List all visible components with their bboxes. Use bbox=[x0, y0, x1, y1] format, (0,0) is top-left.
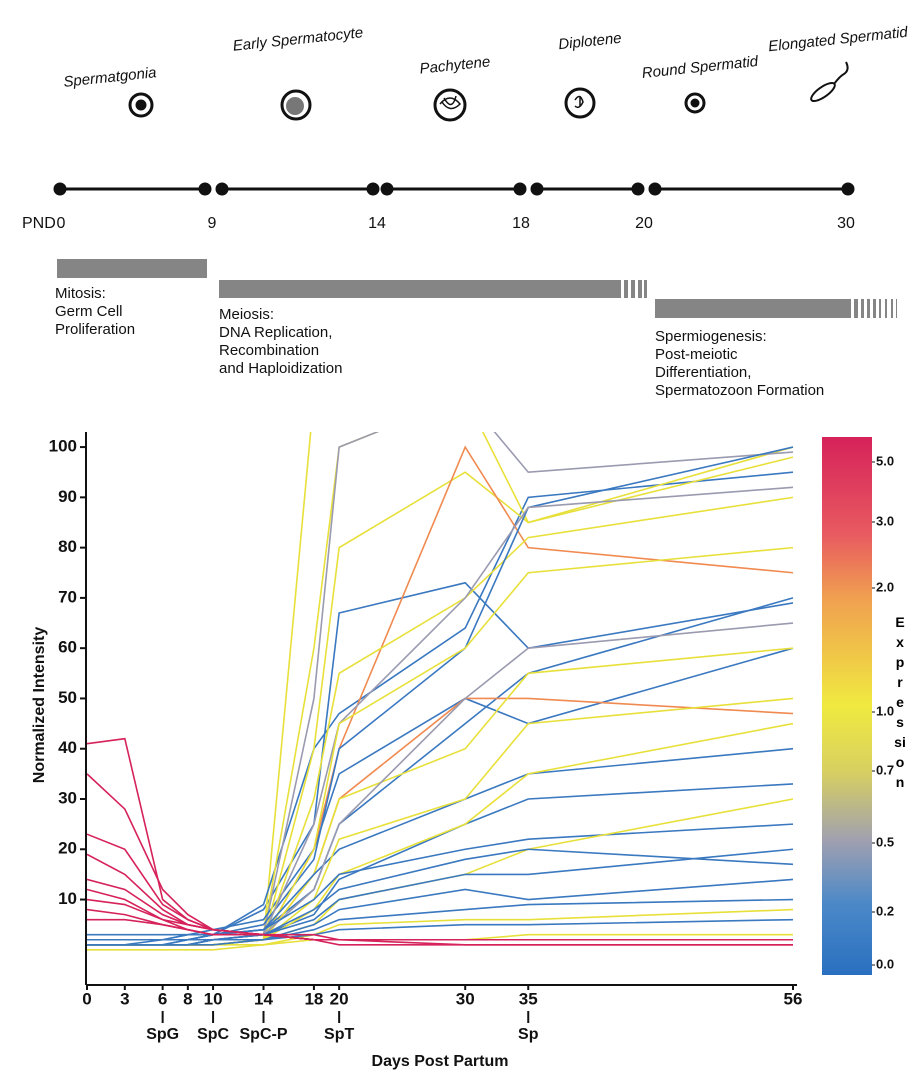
stage-label: Round Spermatid bbox=[641, 53, 760, 82]
series-line bbox=[87, 647, 794, 941]
x-tick-label: 56 bbox=[784, 989, 803, 1008]
phase-title: Meiosis: bbox=[219, 306, 274, 323]
series-line bbox=[87, 486, 794, 946]
colorbar-tick-label: 1.0 bbox=[876, 703, 894, 718]
series-line bbox=[87, 853, 793, 941]
series-line bbox=[87, 471, 794, 941]
series-line bbox=[87, 546, 794, 946]
y-tick-label: 100 bbox=[49, 437, 77, 456]
y-tick-label: 60 bbox=[58, 638, 77, 657]
x-tick-label: 8 bbox=[183, 989, 192, 1008]
phase-line: DNA Replication, bbox=[219, 324, 332, 341]
series-line bbox=[87, 647, 794, 946]
series-line bbox=[87, 697, 794, 946]
series-line bbox=[87, 933, 793, 951]
series-line bbox=[87, 888, 793, 941]
timeline-label: 9 bbox=[208, 215, 217, 232]
colorbar-tick-label: 5.0 bbox=[876, 453, 894, 468]
chart: 10 20 30 40 50 60 70 80 90 100 0 3 6 8 10 14 18 20 30 35 56 S… bbox=[31, 432, 803, 1070]
x-tick-label: 30 bbox=[456, 989, 475, 1008]
stage-label: Diplotene bbox=[558, 30, 623, 54]
x-tick-label: 35 bbox=[519, 989, 538, 1008]
series-line bbox=[87, 697, 794, 946]
colorbar-tick-label: 0.5 bbox=[876, 834, 894, 849]
phase-title: Spermiogenesis: bbox=[655, 328, 767, 345]
phase-line: Proliferation bbox=[55, 321, 135, 338]
series-line bbox=[87, 918, 794, 946]
phase-line: Differentiation, bbox=[655, 364, 751, 381]
y-tick-label: 80 bbox=[58, 537, 77, 556]
x-tick-label: 0 bbox=[82, 989, 91, 1008]
phase-line: Post-meiotic bbox=[655, 346, 738, 363]
y-axis-title: Normalized Intensity bbox=[31, 627, 48, 784]
colorbar-tick-label: 0.7 bbox=[876, 762, 894, 777]
colorbar-tick-label: 0.0 bbox=[876, 956, 894, 971]
series-line bbox=[87, 581, 794, 936]
x-tick-label: 18 bbox=[304, 989, 323, 1008]
x-axis-title: Days Post Partum bbox=[372, 1053, 509, 1070]
stage-annotation: SpT bbox=[324, 1026, 354, 1043]
timeline-prefix: PND bbox=[22, 215, 56, 232]
series-line bbox=[87, 798, 794, 946]
y-tick-label: 40 bbox=[58, 738, 77, 757]
timeline-label: 20 bbox=[635, 215, 653, 232]
series-line bbox=[87, 432, 794, 946]
series-line bbox=[87, 432, 794, 946]
cell-icons bbox=[128, 61, 849, 122]
stage-label: Early Spermatocyte bbox=[232, 24, 364, 55]
colorbar-tick-label: 3.0 bbox=[876, 513, 894, 528]
timeline-label: 14 bbox=[368, 215, 386, 232]
series-line bbox=[87, 823, 794, 946]
x-tick-label: 6 bbox=[158, 989, 167, 1008]
series-line bbox=[87, 456, 794, 946]
y-tick-label: 10 bbox=[58, 889, 77, 908]
series-line bbox=[87, 918, 793, 941]
series-line bbox=[87, 496, 794, 946]
series-line bbox=[87, 445, 794, 946]
stage-label: Elongated Spermatid bbox=[767, 24, 909, 56]
x-tick-label: 3 bbox=[120, 989, 129, 1008]
colorbar-tick-label: 2.0 bbox=[876, 579, 894, 594]
timeline bbox=[53, 182, 855, 196]
phase-line: Spermatozoon Formation bbox=[655, 382, 824, 399]
phase-line: Germ Cell bbox=[55, 303, 123, 320]
lines bbox=[87, 432, 794, 951]
x-tick-label: 14 bbox=[254, 989, 273, 1008]
stage-annotation: Sp bbox=[518, 1026, 539, 1043]
y-tick-label: 20 bbox=[58, 839, 77, 858]
phase-bars bbox=[57, 259, 897, 318]
timeline-label: 18 bbox=[512, 215, 530, 232]
y-tick-label: 30 bbox=[58, 788, 77, 807]
phase-title: Mitosis: bbox=[55, 285, 106, 302]
phase-line: and Haploidization bbox=[219, 360, 342, 377]
x-tick-label: 20 bbox=[330, 989, 349, 1008]
timeline-label: 30 bbox=[837, 215, 855, 232]
colorbar-title: Expression bbox=[894, 614, 906, 790]
colorbar bbox=[822, 437, 872, 975]
stage-label: Pachytene bbox=[419, 53, 491, 77]
series-line bbox=[87, 622, 794, 946]
series-line bbox=[87, 597, 794, 941]
stage-label: Spermatgonia bbox=[63, 64, 158, 91]
timeline-label: 0 bbox=[57, 215, 66, 232]
y-tick-label: 50 bbox=[58, 688, 77, 707]
y-tick-label: 90 bbox=[58, 487, 77, 506]
stage-annotation: SpC-P bbox=[240, 1026, 288, 1043]
x-tick-label: 10 bbox=[204, 989, 223, 1008]
phase-line: Recombination bbox=[219, 342, 319, 359]
colorbar-tick-label: 0.2 bbox=[876, 903, 894, 918]
y-tick-label: 70 bbox=[58, 587, 77, 606]
stage-annotation: SpC bbox=[197, 1026, 229, 1043]
stage-annotation: SpG bbox=[146, 1026, 179, 1043]
